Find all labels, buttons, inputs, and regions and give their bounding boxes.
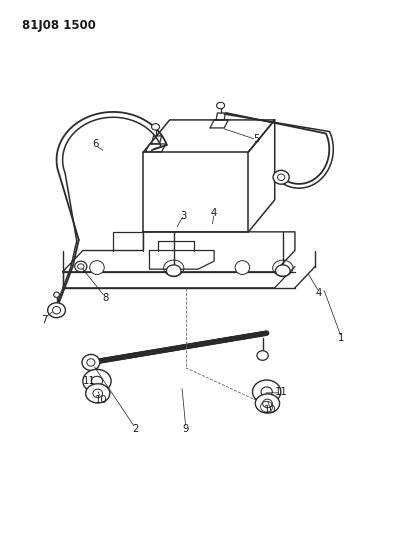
Text: 6: 6 — [92, 139, 98, 149]
Text: 7: 7 — [41, 315, 48, 325]
Text: 8: 8 — [102, 294, 108, 303]
Ellipse shape — [48, 303, 65, 318]
Ellipse shape — [90, 261, 104, 274]
Ellipse shape — [278, 174, 285, 181]
Ellipse shape — [263, 399, 272, 408]
Text: 5: 5 — [253, 134, 260, 143]
Ellipse shape — [78, 264, 84, 269]
Ellipse shape — [83, 369, 111, 393]
Ellipse shape — [217, 102, 225, 109]
Ellipse shape — [261, 387, 272, 397]
Ellipse shape — [235, 261, 250, 274]
Text: 2: 2 — [132, 424, 139, 434]
Ellipse shape — [86, 384, 110, 403]
Text: 11: 11 — [82, 376, 95, 386]
Ellipse shape — [53, 306, 61, 314]
Ellipse shape — [93, 389, 103, 398]
Ellipse shape — [257, 351, 268, 360]
Text: 10: 10 — [95, 395, 107, 405]
Text: 9: 9 — [183, 424, 189, 434]
Text: 4: 4 — [316, 288, 322, 298]
Text: 11: 11 — [274, 387, 287, 397]
Text: 4: 4 — [211, 208, 217, 218]
Ellipse shape — [91, 376, 103, 386]
Text: 81J08 1500: 81J08 1500 — [22, 19, 96, 31]
Text: 1: 1 — [338, 334, 345, 343]
Text: 10: 10 — [264, 406, 277, 415]
Ellipse shape — [75, 261, 87, 272]
Ellipse shape — [54, 292, 59, 297]
Ellipse shape — [255, 394, 280, 413]
Ellipse shape — [152, 124, 160, 130]
Ellipse shape — [276, 265, 290, 277]
Ellipse shape — [252, 380, 281, 403]
Ellipse shape — [273, 171, 289, 184]
Ellipse shape — [87, 359, 95, 366]
Ellipse shape — [82, 354, 100, 370]
Ellipse shape — [166, 265, 181, 277]
Text: 3: 3 — [181, 211, 187, 221]
